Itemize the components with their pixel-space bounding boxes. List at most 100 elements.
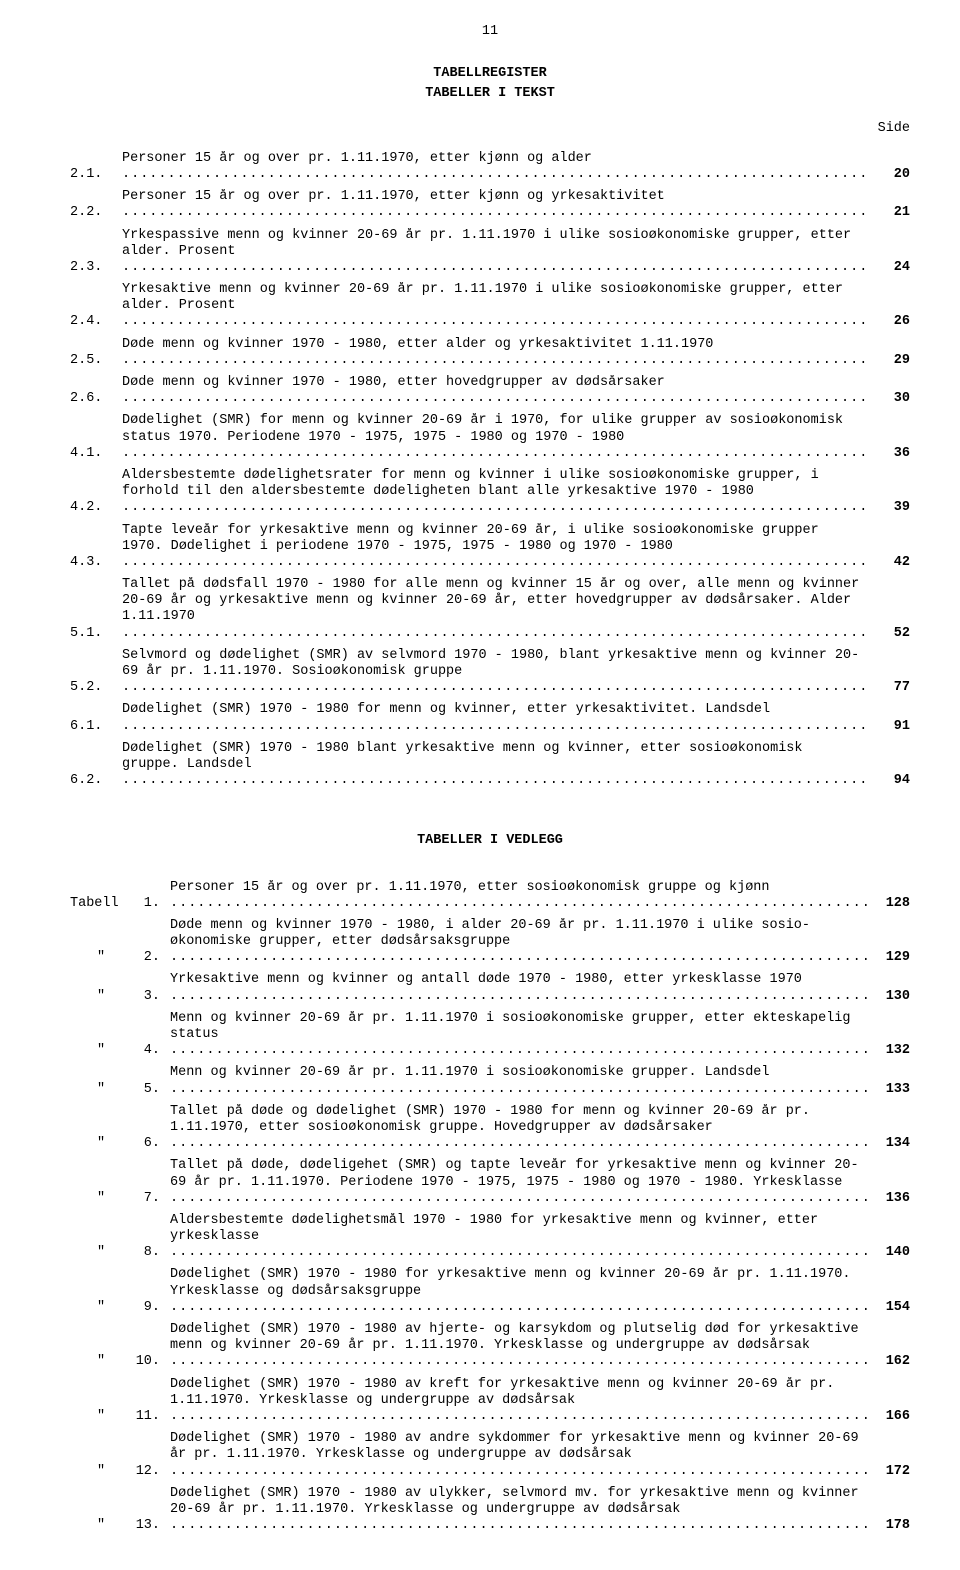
entry-page: 162 xyxy=(870,1354,910,1370)
entry-description: Personer 15 år og over pr. 1.11.1970, et… xyxy=(170,880,870,912)
entry-description: Dødelighet (SMR) 1970 - 1980 av hjerte- … xyxy=(170,1322,870,1371)
toc-entry: 4.3.Tapte leveår for yrkesaktive menn og… xyxy=(70,523,910,572)
entry-description: Aldersbestemte dødelighetsrater for menn… xyxy=(122,468,870,517)
entry-number: 4.3. xyxy=(70,555,122,571)
entry-description: Dødelighet (SMR) 1970 - 1980 av ulykker,… xyxy=(170,1486,870,1535)
entry-page: 132 xyxy=(870,1043,910,1059)
entry-number: 6.1. xyxy=(70,719,122,735)
entry-number: "13. xyxy=(70,1518,170,1534)
entry-page: 130 xyxy=(870,989,910,1005)
toc-section-1: 2.1.Personer 15 år og over pr. 1.11.1970… xyxy=(70,151,910,790)
entry-number: 2.3. xyxy=(70,260,122,276)
side-label: Side xyxy=(70,121,910,137)
entry-description: Selvmord og dødelighet (SMR) av selvmord… xyxy=(122,648,870,697)
entry-description: Dødelighet (SMR) 1970 - 1980 blant yrkes… xyxy=(122,741,870,790)
entry-description: Tapte leveår for yrkesaktive menn og kvi… xyxy=(122,523,870,572)
toc-entry: 2.2.Personer 15 år og over pr. 1.11.1970… xyxy=(70,189,910,221)
entry-page: 154 xyxy=(870,1300,910,1316)
entry-description: Tallet på døde, dødeligehet (SMR) og tap… xyxy=(170,1158,870,1207)
page-number: 11 xyxy=(70,24,910,40)
entry-number: "11. xyxy=(70,1409,170,1425)
entry-number: "10. xyxy=(70,1354,170,1370)
toc-entry: 6.2.Dødelighet (SMR) 1970 - 1980 blant y… xyxy=(70,741,910,790)
toc-entry: 2.5.Døde menn og kvinner 1970 - 1980, et… xyxy=(70,337,910,369)
toc-entry: Tabell1.Personer 15 år og over pr. 1.11.… xyxy=(70,880,910,912)
toc-entry: 2.6.Døde menn og kvinner 1970 - 1980, et… xyxy=(70,375,910,407)
entry-number: 2.2. xyxy=(70,205,122,221)
entry-number: "3. xyxy=(70,989,170,1005)
entry-description: Dødelighet (SMR) 1970 - 1980 for yrkesak… xyxy=(170,1267,870,1316)
entry-page: 24 xyxy=(870,260,910,276)
toc-entry: "13.Dødelighet (SMR) 1970 - 1980 av ulyk… xyxy=(70,1486,910,1535)
entry-description: Døde menn og kvinner 1970 - 1980, i alde… xyxy=(170,918,870,967)
entry-page: 20 xyxy=(870,167,910,183)
entry-description: Tallet på dødsfall 1970 - 1980 for alle … xyxy=(122,577,870,642)
entry-page: 21 xyxy=(870,205,910,221)
section2-heading: TABELLER I VEDLEGG xyxy=(70,833,910,849)
entry-page: 26 xyxy=(870,314,910,330)
entry-page: 91 xyxy=(870,719,910,735)
entry-page: 39 xyxy=(870,500,910,516)
heading-main: TABELLREGISTER xyxy=(70,66,910,82)
entry-number: "7. xyxy=(70,1191,170,1207)
entry-number: 6.2. xyxy=(70,773,122,789)
entry-number: "4. xyxy=(70,1043,170,1059)
toc-entry: 5.2.Selvmord og dødelighet (SMR) av selv… xyxy=(70,648,910,697)
toc-entry: "4.Menn og kvinner 20-69 år pr. 1.11.197… xyxy=(70,1011,910,1060)
entry-description: Tallet på døde og dødelighet (SMR) 1970 … xyxy=(170,1104,870,1153)
entry-number: 2.1. xyxy=(70,167,122,183)
entry-number: "8. xyxy=(70,1245,170,1261)
entry-number: "12. xyxy=(70,1464,170,1480)
entry-page: 140 xyxy=(870,1245,910,1261)
toc-entry: "7.Tallet på døde, dødeligehet (SMR) og … xyxy=(70,1158,910,1207)
entry-page: 166 xyxy=(870,1409,910,1425)
entry-number: "9. xyxy=(70,1300,170,1316)
entry-number: Tabell1. xyxy=(70,896,170,912)
entry-number: 5.1. xyxy=(70,626,122,642)
entry-description: Menn og kvinner 20-69 år pr. 1.11.1970 i… xyxy=(170,1011,870,1060)
entry-page: 30 xyxy=(870,391,910,407)
toc-entry: "8.Aldersbestemte dødelighetsmål 1970 - … xyxy=(70,1213,910,1262)
entry-page: 94 xyxy=(870,773,910,789)
entry-description: Aldersbestemte dødelighetsmål 1970 - 198… xyxy=(170,1213,870,1262)
toc-entry: 4.1.Dødelighet (SMR) for menn og kvinner… xyxy=(70,413,910,462)
entry-page: 129 xyxy=(870,950,910,966)
toc-entry: "2.Døde menn og kvinner 1970 - 1980, i a… xyxy=(70,918,910,967)
entry-page: 178 xyxy=(870,1518,910,1534)
entry-number: "6. xyxy=(70,1136,170,1152)
heading-sub: TABELLER I TEKST xyxy=(70,86,910,102)
toc-entry: 6.1.Dødelighet (SMR) 1970 - 1980 for men… xyxy=(70,702,910,734)
toc-entry: 5.1.Tallet på dødsfall 1970 - 1980 for a… xyxy=(70,577,910,642)
entry-page: 133 xyxy=(870,1082,910,1098)
entry-page: 172 xyxy=(870,1464,910,1480)
entry-description: Dødelighet (SMR) for menn og kvinner 20-… xyxy=(122,413,870,462)
entry-page: 134 xyxy=(870,1136,910,1152)
entry-description: Yrkespassive menn og kvinner 20-69 år pr… xyxy=(122,228,870,277)
entry-page: 52 xyxy=(870,626,910,642)
entry-number: "5. xyxy=(70,1082,170,1098)
entry-description: Døde menn og kvinner 1970 - 1980, etter … xyxy=(122,337,870,369)
toc-entry: 2.3.Yrkespassive menn og kvinner 20-69 å… xyxy=(70,228,910,277)
entry-page: 77 xyxy=(870,680,910,696)
toc-section-2: Tabell1.Personer 15 år og over pr. 1.11.… xyxy=(70,880,910,1535)
entry-number: "2. xyxy=(70,950,170,966)
entry-number: 4.2. xyxy=(70,500,122,516)
entry-number: 2.4. xyxy=(70,314,122,330)
toc-entry: "3.Yrkesaktive menn og kvinner og antall… xyxy=(70,972,910,1004)
toc-entry: "6.Tallet på døde og dødelighet (SMR) 19… xyxy=(70,1104,910,1153)
entry-page: 36 xyxy=(870,446,910,462)
entry-number: 4.1. xyxy=(70,446,122,462)
entry-description: Personer 15 år og over pr. 1.11.1970, et… xyxy=(122,151,870,183)
entry-description: Dødelighet (SMR) 1970 - 1980 av andre sy… xyxy=(170,1431,870,1480)
entry-description: Dødelighet (SMR) 1970 - 1980 av kreft fo… xyxy=(170,1377,870,1426)
toc-entry: "5.Menn og kvinner 20-69 år pr. 1.11.197… xyxy=(70,1065,910,1097)
toc-entry: "11.Dødelighet (SMR) 1970 - 1980 av kref… xyxy=(70,1377,910,1426)
toc-entry: "9.Dødelighet (SMR) 1970 - 1980 for yrke… xyxy=(70,1267,910,1316)
entry-page: 136 xyxy=(870,1191,910,1207)
toc-entry: 2.1.Personer 15 år og over pr. 1.11.1970… xyxy=(70,151,910,183)
toc-entry: 2.4.Yrkesaktive menn og kvinner 20-69 år… xyxy=(70,282,910,331)
entry-page: 42 xyxy=(870,555,910,571)
entry-page: 128 xyxy=(870,896,910,912)
toc-entry: 4.2.Aldersbestemte dødelighetsrater for … xyxy=(70,468,910,517)
entry-description: Yrkesaktive menn og kvinner og antall dø… xyxy=(170,972,870,1004)
